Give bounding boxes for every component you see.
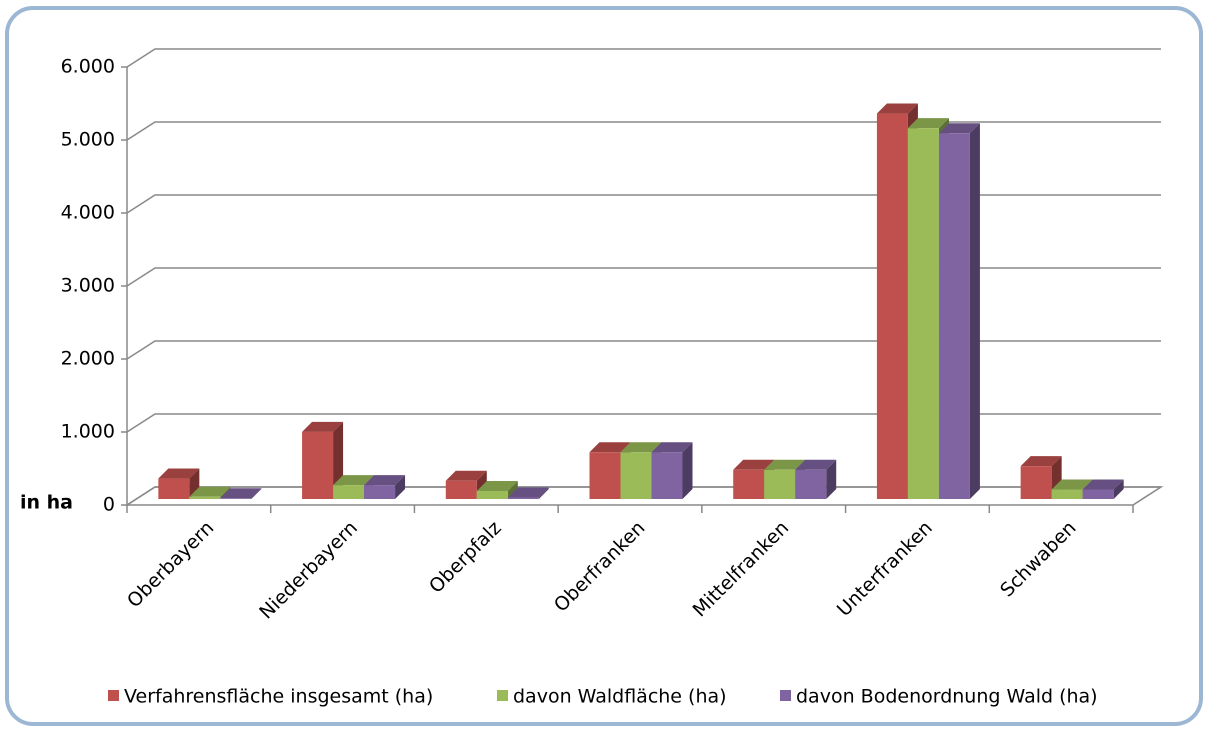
- bar-side: [395, 475, 406, 499]
- legend-label: davon Bodenordnung Wald (ha): [796, 686, 1098, 708]
- bar-top: [795, 459, 837, 470]
- bar-top: [158, 468, 200, 479]
- bar: [333, 485, 365, 499]
- bar: [651, 452, 683, 499]
- bar-top: [1051, 479, 1093, 490]
- bar-side: [682, 442, 693, 499]
- bar-side: [251, 488, 262, 499]
- y-tick-label: 1.000: [61, 421, 115, 443]
- bar-top: [220, 488, 262, 499]
- bar: [1082, 489, 1114, 499]
- bar: [220, 498, 252, 499]
- bar-side: [507, 480, 518, 499]
- legend-swatch: [497, 690, 508, 701]
- bar-side: [1113, 479, 1124, 499]
- bar-top: [1082, 479, 1124, 490]
- bar: [589, 452, 621, 499]
- legend-swatch: [108, 690, 119, 701]
- bar: [476, 490, 508, 499]
- bar: [764, 469, 796, 499]
- bar: [795, 469, 827, 499]
- y-tick-label: 4.000: [61, 202, 115, 224]
- bar-top: [507, 487, 549, 498]
- bar-top: [907, 118, 949, 129]
- bar-top: [1020, 456, 1062, 467]
- bar-side: [826, 459, 837, 499]
- y-tick-label: 6.000: [61, 56, 115, 78]
- bar-top: [589, 442, 631, 453]
- bar-top: [651, 442, 693, 453]
- y-tick-label: 3.000: [61, 275, 115, 297]
- bar: [364, 485, 396, 499]
- bar: [507, 497, 539, 499]
- grid-line: [126, 413, 1161, 433]
- y-tick-label: 0: [103, 494, 115, 516]
- bar-top: [620, 442, 662, 453]
- y-axis-label: in ha: [20, 492, 73, 514]
- bar-top: [764, 459, 806, 470]
- y-tick-label: 2.000: [61, 348, 115, 370]
- bar-top: [302, 421, 344, 432]
- bar: [189, 496, 221, 499]
- frame: [5, 6, 1203, 726]
- bar-top: [445, 470, 487, 481]
- bar-side: [538, 487, 549, 499]
- grid-line: [126, 48, 1161, 68]
- bar-top: [876, 103, 918, 114]
- y-tick-label: 5.000: [61, 129, 115, 151]
- bar: [158, 478, 190, 499]
- grid-line: [126, 194, 1161, 214]
- bar: [876, 113, 908, 499]
- bar: [302, 431, 334, 499]
- bar-top: [364, 475, 406, 486]
- bar-side: [969, 123, 980, 500]
- grid-line: [126, 340, 1161, 360]
- bar-top: [733, 459, 775, 470]
- bar: [1020, 466, 1052, 499]
- bar-top: [938, 123, 980, 134]
- bar: [733, 469, 765, 499]
- grid-line: [126, 267, 1161, 287]
- bar: [938, 133, 970, 499]
- bar: [620, 452, 652, 499]
- legend-label: davon Waldfläche (ha): [513, 686, 727, 708]
- bar-top: [189, 486, 231, 497]
- bar: [907, 128, 939, 499]
- bar: [445, 480, 477, 499]
- bar: [1051, 489, 1083, 499]
- legend-label: Verfahrensfläche insgesamt (ha): [124, 686, 433, 708]
- bar-top: [476, 480, 518, 491]
- bar-top: [333, 475, 375, 486]
- legend-swatch: [780, 690, 791, 701]
- grid-line: [126, 121, 1161, 141]
